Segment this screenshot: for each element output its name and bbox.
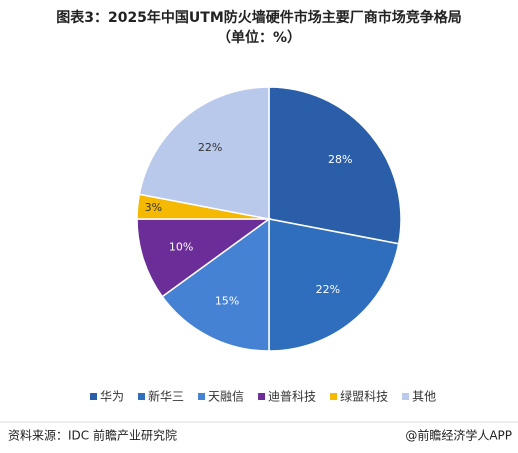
legend-swatch [138,393,146,400]
legend-label: 天融信 [208,390,244,404]
pie-slice [268,218,400,352]
legend-swatch [330,393,338,400]
pie-slice [136,218,272,298]
legend-label: 其他 [412,390,436,404]
data-label: 28% [328,153,352,166]
pie-slice [161,217,270,352]
data-label: 10% [169,241,193,254]
data-label: 22% [198,141,222,154]
data-label: 22% [316,283,340,296]
legend-label: 绿盟科技 [340,389,388,404]
legend-label: 新华三 [148,389,184,404]
source: 资料来源：IDC 前瞻产业研究院 [8,428,177,443]
chart-subtitle: （单位：%） [217,29,301,46]
legend-swatch [198,393,206,400]
legend-swatch [258,393,266,400]
data-label: 15% [215,294,239,307]
chart-title: 图表3：2025年中国UTM防火墙硬件市场主要厂商市场竞争格局 [56,9,462,26]
legend-label: 迪普科技 [268,390,316,404]
credit: @前瞻经济学人APP [405,428,512,443]
legend-swatch [402,393,410,400]
data-label: 3% [145,201,162,214]
legend-swatch [90,393,97,400]
pie-slice [138,86,270,220]
pie-slice [268,86,402,245]
legend-label: 华为 [100,390,124,404]
